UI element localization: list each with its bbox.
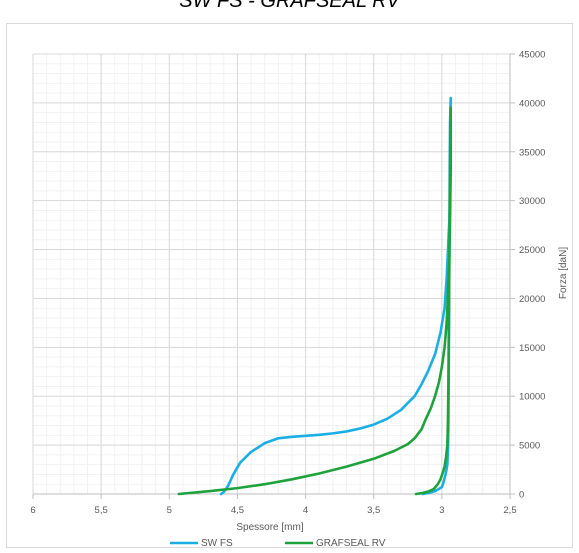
x-tick-label: 4 (303, 505, 308, 516)
legend: SW FS GRAFSEAL RV (170, 538, 386, 549)
series-line-sw-fs (219, 96, 453, 496)
x-tick-label: 5,5 (95, 505, 108, 516)
y-tick-label: 25000 (519, 245, 545, 256)
y-tick-label: 45000 (519, 50, 545, 61)
x-tick-label: 3 (439, 505, 444, 516)
y-tick-label: 5000 (519, 441, 540, 452)
y-axis-label: Forza [daN] (558, 247, 569, 299)
y-tick-label: 15000 (519, 343, 545, 354)
y-tick-label: 30000 (519, 196, 545, 207)
chart-title: SW FS - GRAFSEAL RV (179, 0, 400, 12)
legend-label: GRAFSEAL RV (316, 538, 386, 549)
y-tick-label: 10000 (519, 392, 545, 403)
x-tick-label: 3,5 (367, 505, 380, 516)
y-tick-label: 0 (519, 490, 524, 501)
y-tick-label: 40000 (519, 98, 545, 109)
x-tick-label: 6 (30, 505, 35, 516)
legend-label: SW FS (201, 538, 233, 549)
x-tick-label: 5 (167, 505, 172, 516)
x-tick-label: 2,5 (503, 505, 516, 516)
chart-frame (6, 23, 573, 548)
y-tick-label: 20000 (519, 294, 545, 305)
x-axis-label: Spessore [mm] (236, 522, 303, 533)
x-tick-label: 4,5 (231, 505, 244, 516)
series-line-grafseal-rv (177, 106, 453, 496)
y-tick-label: 35000 (519, 147, 545, 158)
